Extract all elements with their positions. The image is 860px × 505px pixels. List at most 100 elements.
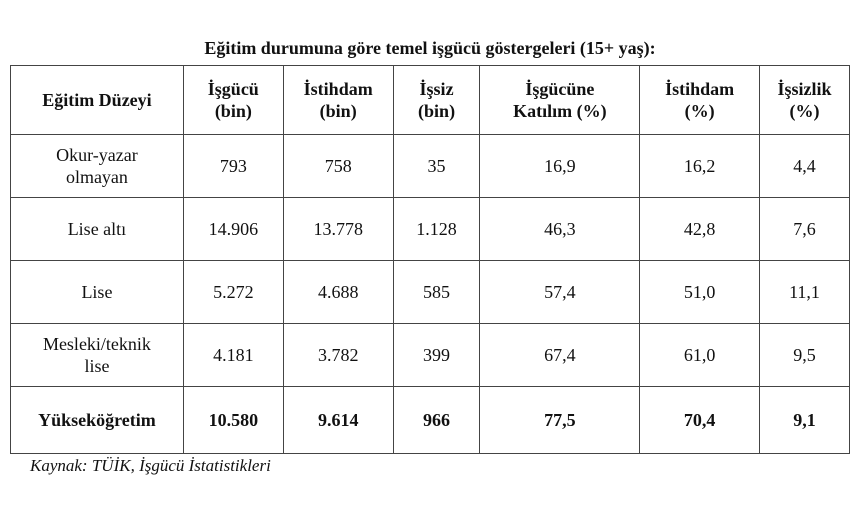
row-label-cell: Lise <box>10 260 184 324</box>
header-text: (%) <box>789 101 820 121</box>
cell-value: 9.614 <box>317 410 359 430</box>
data-cell: 11,1 <box>759 260 850 324</box>
cell-value: 11,1 <box>789 282 820 302</box>
table-row: Lise 5.272 4.688 585 57,4 51,0 11,1 <box>10 260 850 324</box>
cell-value: 67,4 <box>544 345 576 365</box>
data-cell: 793 <box>182 134 284 198</box>
data-cell: 35 <box>392 134 481 198</box>
data-cell: 14.906 <box>182 197 284 261</box>
data-cell: 42,8 <box>639 197 761 261</box>
data-cell: 9,1 <box>759 386 850 454</box>
cell-value: 77,5 <box>544 410 576 430</box>
cell-value: 399 <box>423 345 451 365</box>
cell-value: 9,1 <box>793 410 816 430</box>
data-cell: 966 <box>392 386 481 454</box>
data-cell: 51,0 <box>639 260 761 324</box>
data-cell: 585 <box>392 260 481 324</box>
header-cell: İşgücüne Katılım (%) <box>479 65 641 135</box>
data-cell: 10.580 <box>182 386 284 454</box>
data-cell: 67,4 <box>479 323 641 387</box>
row-label: Okur-yazar olmayan <box>56 145 138 187</box>
data-cell: 4.181 <box>182 323 284 387</box>
table-body: Okur-yazar olmayan 793 758 35 16,9 16,2 4,4 Lis… <box>10 134 850 454</box>
cell-value: 4,4 <box>793 156 816 176</box>
data-cell: 399 <box>392 323 481 387</box>
data-cell: 9,5 <box>759 323 850 387</box>
cell-value: 758 <box>324 156 352 176</box>
cell-value: 42,8 <box>683 219 716 239</box>
header-text: İstihdam <box>303 79 373 99</box>
cell-value: 14.906 <box>208 219 259 239</box>
data-cell: 16,9 <box>479 134 641 198</box>
cell-value: 3.782 <box>317 345 359 365</box>
table-row: Mesleki/teknik lise 4.181 3.782 399 67,4 61,0… <box>10 323 850 387</box>
row-label-cell: Lise altı <box>10 197 184 261</box>
cell-value: 5.272 <box>213 282 254 302</box>
data-cell: 3.782 <box>282 323 394 387</box>
header-text: Eğitim Düzeyi <box>42 90 152 110</box>
cell-value: 16,9 <box>544 156 576 176</box>
cell-value: 13.778 <box>313 219 363 239</box>
row-label: Mesleki/teknik lise <box>42 334 151 376</box>
data-cell: 77,5 <box>479 386 641 454</box>
cell-value: 966 <box>423 410 451 430</box>
data-cell: 61,0 <box>639 323 761 387</box>
data-cell: 4,4 <box>759 134 850 198</box>
data-cell: 46,3 <box>479 197 641 261</box>
data-cell: 1.128 <box>392 197 481 261</box>
data-cell: 70,4 <box>639 386 761 454</box>
cell-value: 70,4 <box>683 410 716 430</box>
header-text: (bin) <box>418 101 456 121</box>
cell-value: 51,0 <box>683 282 716 302</box>
cell-value: 10.580 <box>208 410 259 430</box>
cell-value: 4.181 <box>213 345 254 365</box>
cell-value: 61,0 <box>683 345 716 365</box>
header-text: Katılım (%) <box>513 101 607 121</box>
header-cell: İşgücü (bin) <box>182 65 284 135</box>
header-cell: İstihdam (%) <box>639 65 761 135</box>
header-cell: Eğitim Düzeyi <box>10 65 184 135</box>
row-label: Lise altı <box>67 219 127 239</box>
cell-value: 9,5 <box>793 345 816 365</box>
header-cell: İşsizlik (%) <box>759 65 850 135</box>
header-text: (bin) <box>319 101 357 121</box>
table-row: Yükseköğretim 10.580 9.614 966 77,5 70,4 9,1 <box>10 386 850 454</box>
header-text: (bin) <box>214 101 252 121</box>
header-row: Eğitim Düzeyi İşgücü (bin) İstihdam (bin) İşs… <box>10 65 850 135</box>
data-cell: 9.614 <box>282 386 394 454</box>
header-text: İşsiz <box>419 79 454 99</box>
table-title: Eğitim durumuna göre temel işgücü göster… <box>204 38 656 58</box>
data-cell: 57,4 <box>479 260 641 324</box>
row-label-cell: Yükseköğretim <box>10 386 184 454</box>
source-note: Kaynak: TÜİK, İşgücü İstatistikleri <box>30 456 271 475</box>
row-label-cell: Okur-yazar olmayan <box>10 134 184 198</box>
header-text: İşsizlik <box>777 79 832 99</box>
header-cell: İşsiz (bin) <box>392 65 481 135</box>
header-cell: İstihdam (bin) <box>282 65 394 135</box>
header-text: İstihdam <box>665 79 735 99</box>
header-text: İşgücüne <box>525 79 595 99</box>
row-label-cell: Mesleki/teknik lise <box>10 323 184 387</box>
header-text: İşgücü <box>207 79 259 99</box>
data-cell: 758 <box>282 134 394 198</box>
cell-value: 1.128 <box>416 219 457 239</box>
row-label: Yükseköğretim <box>38 410 156 430</box>
data-cell: 4.688 <box>282 260 394 324</box>
table: Eğitim Düzeyi İşgücü (bin) İstihdam (bin) İşs… <box>10 65 850 454</box>
data-cell: 5.272 <box>182 260 284 324</box>
cell-value: 585 <box>423 282 451 302</box>
header-text: (%) <box>684 101 715 121</box>
data-cell: 16,2 <box>639 134 761 198</box>
table-row: Lise altı 14.906 13.778 1.128 46,3 42,8 7,6 <box>10 197 850 261</box>
cell-value: 4.688 <box>317 282 359 302</box>
cell-value: 16,2 <box>683 156 716 176</box>
cell-value: 793 <box>219 156 247 176</box>
data-cell: 7,6 <box>759 197 850 261</box>
row-label: Lise <box>81 282 113 302</box>
data-cell: 13.778 <box>282 197 394 261</box>
cell-value: 35 <box>427 156 446 176</box>
cell-value: 7,6 <box>793 219 816 239</box>
cell-value: 57,4 <box>544 282 576 302</box>
table-row: Okur-yazar olmayan 793 758 35 16,9 16,2 4,4 <box>10 134 850 198</box>
